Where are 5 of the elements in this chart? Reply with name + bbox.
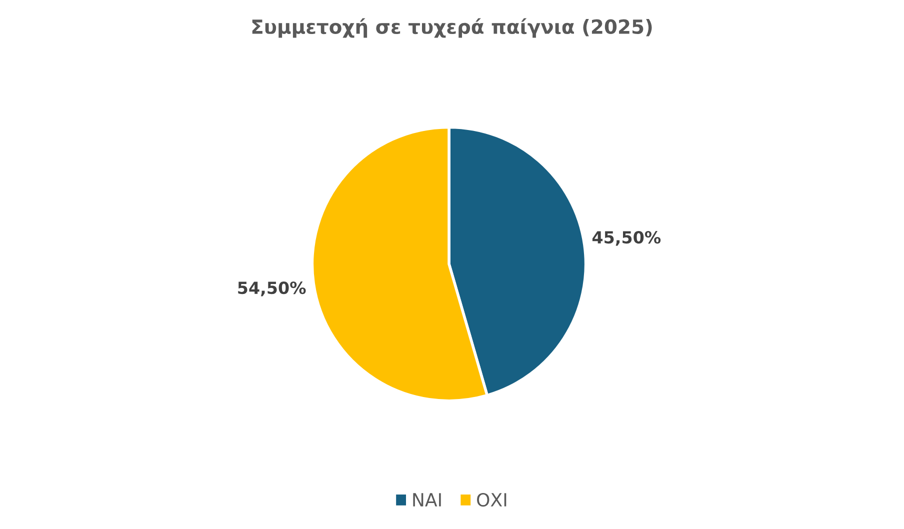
legend-label: ΝΑΙ bbox=[413, 493, 441, 506]
legend-label: ΟΧΙ bbox=[477, 492, 506, 507]
chart-title: Συμμετοχή σε τυχερά παίγνια (2025) bbox=[252, 18, 652, 38]
data-label: 54,50% bbox=[238, 281, 306, 296]
data-label: 45,50% bbox=[592, 230, 661, 246]
